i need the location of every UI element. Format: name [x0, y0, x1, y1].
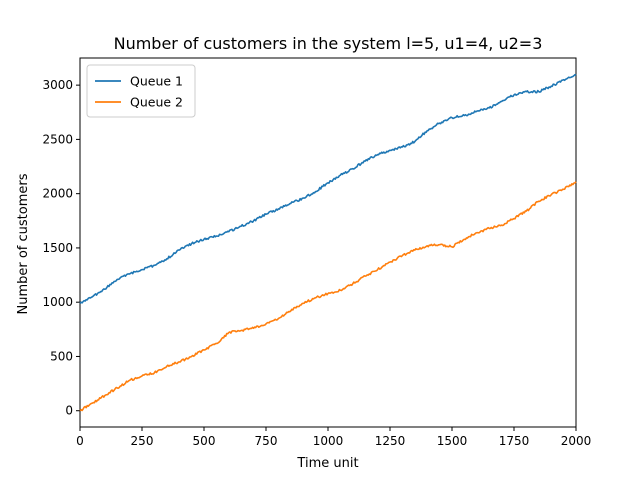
x-tick-label: 1000 [313, 434, 344, 448]
legend-box [86, 64, 196, 118]
y-tick-label: 1000 [42, 295, 73, 309]
x-axis-label: Time unit [296, 456, 358, 471]
y-tick-label: 500 [50, 349, 73, 363]
series-line [79, 73, 577, 304]
x-tick-label: 0 [76, 434, 84, 448]
y-tick-label: 1500 [42, 241, 73, 255]
x-tick-label: 1750 [499, 434, 530, 448]
x-tick-label: 750 [255, 434, 278, 448]
y-tick-label: 3000 [42, 78, 73, 92]
legend-label: Queue 2 [130, 95, 183, 110]
legend-label: Queue 1 [130, 74, 183, 89]
x-tick-label: 1500 [437, 434, 468, 448]
series-line [79, 181, 577, 412]
x-tick-label: 1250 [375, 434, 406, 448]
y-axis-label: Number of customers [16, 173, 31, 314]
series-layer [79, 73, 577, 412]
x-tick-label: 2000 [561, 434, 592, 448]
legend: Queue 1 Queue 2 [86, 64, 196, 118]
chart-title: Number of customers in the system l=5, u… [114, 34, 543, 53]
x-axis: 0 250 500 750 1000 1250 1500 1750 2000 [76, 427, 591, 448]
y-axis: 0 500 1000 1500 2000 2500 3000 [42, 78, 80, 418]
x-tick-label: 250 [131, 434, 154, 448]
x-tick-label: 500 [193, 434, 216, 448]
y-tick-label: 2500 [42, 132, 73, 146]
y-tick-label: 0 [65, 404, 73, 418]
y-tick-label: 2000 [42, 187, 73, 201]
